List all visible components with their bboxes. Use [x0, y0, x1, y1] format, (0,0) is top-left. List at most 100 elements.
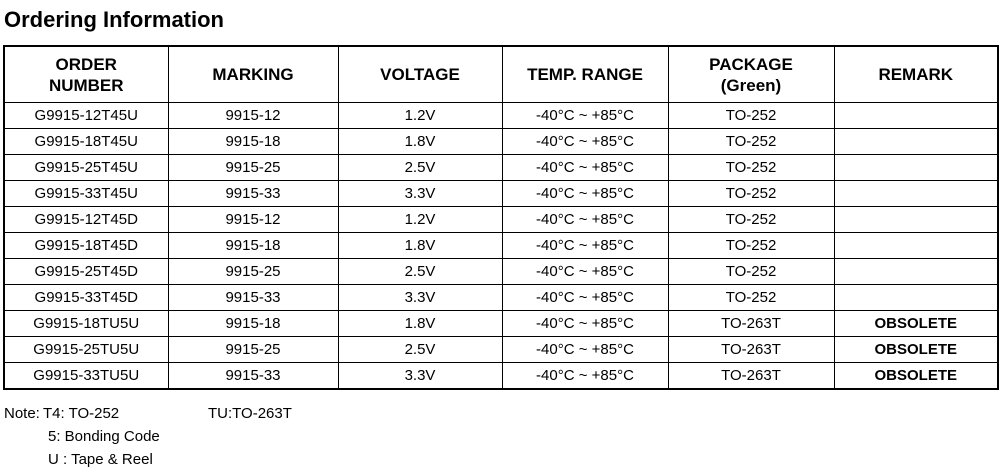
cell-order-number: G9915-18T45D [3, 232, 169, 259]
cell-temp-range: -40°C ~ +85°C [501, 258, 669, 285]
cell-voltage: 2.5V [337, 154, 503, 181]
cell-order-number: G9915-33T45D [3, 284, 169, 311]
note-bonding-code: 5: Bonding Code [48, 428, 160, 445]
cell-marking: 9915-18 [167, 310, 339, 337]
cell-marking: 9915-12 [167, 102, 339, 129]
note-t4: T4: TO-252 [43, 405, 120, 422]
cell-voltage: 2.5V [337, 336, 503, 363]
cell-marking: 9915-33 [167, 284, 339, 311]
cell-voltage: 1.8V [337, 232, 503, 259]
cell-remark [833, 180, 999, 207]
table-row: G9915-33T45D 9915-33 3.3V -40°C ~ +85°C TO-2… [3, 284, 999, 311]
cell-remark [833, 102, 999, 129]
cell-voltage: 3.3V [337, 362, 503, 390]
table-row: G9915-18T45U 9915-18 1.8V -40°C ~ +85°C TO-2… [3, 128, 999, 155]
header-line: MARKING [212, 65, 294, 84]
cell-temp-range: -40°C ~ +85°C [501, 232, 669, 259]
cell-package: TO-252 [667, 180, 835, 207]
cell-marking: 9915-25 [167, 258, 339, 285]
table-row: G9915-33T45U 9915-33 3.3V -40°C ~ +85°C TO-2… [3, 180, 999, 207]
header-marking: MARKING [167, 45, 339, 103]
cell-remark [833, 128, 999, 155]
header-temp-range: TEMP. RANGE [501, 45, 669, 103]
cell-remark [833, 258, 999, 285]
cell-marking: 9915-25 [167, 154, 339, 181]
cell-marking: 9915-18 [167, 128, 339, 155]
cell-marking: 9915-25 [167, 336, 339, 363]
cell-remark: OBSOLETE [833, 336, 999, 363]
cell-temp-range: -40°C ~ +85°C [501, 180, 669, 207]
table-row: G9915-18T45D 9915-18 1.8V -40°C ~ +85°C TO-2… [3, 232, 999, 259]
cell-voltage: 1.8V [337, 128, 503, 155]
cell-order-number: G9915-25T45D [3, 258, 169, 285]
table-row: G9915-12T45D 9915-12 1.2V -40°C ~ +85°C TO-2… [3, 206, 999, 233]
cell-package: TO-252 [667, 232, 835, 259]
cell-voltage: 1.2V [337, 206, 503, 233]
cell-voltage: 3.3V [337, 180, 503, 207]
table-row: G9915-33TU5U 9915-33 3.3V -40°C ~ +85°C TO-2… [3, 362, 999, 390]
cell-package: TO-252 [667, 206, 835, 233]
cell-temp-range: -40°C ~ +85°C [501, 102, 669, 129]
cell-package: TO-252 [667, 102, 835, 129]
cell-package: TO-252 [667, 284, 835, 311]
cell-remark [833, 154, 999, 181]
cell-remark: OBSOLETE [833, 310, 999, 337]
cell-order-number: G9915-18TU5U [3, 310, 169, 337]
ordering-table: ORDER NUMBER MARKING VOLTAGE TEMP. RANGE… [3, 45, 999, 390]
cell-package: TO-252 [667, 258, 835, 285]
header-line: PACKAGE [709, 54, 793, 74]
cell-marking: 9915-33 [167, 180, 339, 207]
cell-temp-range: -40°C ~ +85°C [501, 206, 669, 233]
table-body: G9915-12T45U 9915-12 1.2V -40°C ~ +85°C TO-2… [3, 102, 999, 390]
cell-order-number: G9915-18T45U [3, 128, 169, 155]
header-line: ORDER [55, 54, 117, 74]
table-row: G9915-18TU5U 9915-18 1.8V -40°C ~ +85°C TO-2… [3, 310, 999, 337]
cell-voltage: 1.8V [337, 310, 503, 337]
table-header-row: ORDER NUMBER MARKING VOLTAGE TEMP. RANGE… [3, 45, 999, 103]
cell-temp-range: -40°C ~ +85°C [501, 336, 669, 363]
cell-order-number: G9915-25TU5U [3, 336, 169, 363]
note-tape-reel: U : Tape & Reel [48, 451, 153, 468]
table-row: G9915-25T45U 9915-25 2.5V -40°C ~ +85°C TO-2… [3, 154, 999, 181]
note-label: Note: [4, 405, 40, 422]
cell-voltage: 1.2V [337, 102, 503, 129]
cell-package: TO-263T [667, 362, 835, 390]
cell-marking: 9915-18 [167, 232, 339, 259]
page-title: Ordering Information [4, 7, 224, 32]
header-line: REMARK [878, 65, 954, 84]
cell-temp-range: -40°C ~ +85°C [501, 154, 669, 181]
cell-package: TO-263T [667, 310, 835, 337]
table-row: G9915-25TU5U 9915-25 2.5V -40°C ~ +85°C TO-2… [3, 336, 999, 363]
cell-voltage: 2.5V [337, 258, 503, 285]
cell-remark [833, 284, 999, 311]
header-line: VOLTAGE [380, 65, 460, 84]
cell-order-number: G9915-25T45U [3, 154, 169, 181]
header-line: NUMBER [48, 75, 124, 95]
header-line: TEMP. RANGE [527, 65, 643, 84]
cell-order-number: G9915-12T45U [3, 102, 169, 129]
cell-order-number: G9915-12T45D [3, 206, 169, 233]
cell-temp-range: -40°C ~ +85°C [501, 128, 669, 155]
cell-voltage: 3.3V [337, 284, 503, 311]
cell-temp-range: -40°C ~ +85°C [501, 362, 669, 390]
header-remark: REMARK [833, 45, 999, 103]
cell-order-number: G9915-33TU5U [3, 362, 169, 390]
cell-package: TO-263T [667, 336, 835, 363]
cell-remark [833, 232, 999, 259]
header-order-number: ORDER NUMBER [3, 45, 169, 103]
cell-remark [833, 206, 999, 233]
cell-temp-range: -40°C ~ +85°C [501, 284, 669, 311]
cell-marking: 9915-33 [167, 362, 339, 390]
cell-package: TO-252 [667, 154, 835, 181]
cell-package: TO-252 [667, 128, 835, 155]
cell-marking: 9915-12 [167, 206, 339, 233]
header-voltage: VOLTAGE [337, 45, 503, 103]
note-tu: TU:TO-263T [208, 405, 292, 422]
table-row: G9915-25T45D 9915-25 2.5V -40°C ~ +85°C TO-2… [3, 258, 999, 285]
cell-order-number: G9915-33T45U [3, 180, 169, 207]
header-package: PACKAGE (Green) [667, 45, 835, 103]
header-line: (Green) [720, 75, 782, 95]
cell-remark: OBSOLETE [833, 362, 999, 390]
table-row: G9915-12T45U 9915-12 1.2V -40°C ~ +85°C TO-2… [3, 102, 999, 129]
cell-temp-range: -40°C ~ +85°C [501, 310, 669, 337]
